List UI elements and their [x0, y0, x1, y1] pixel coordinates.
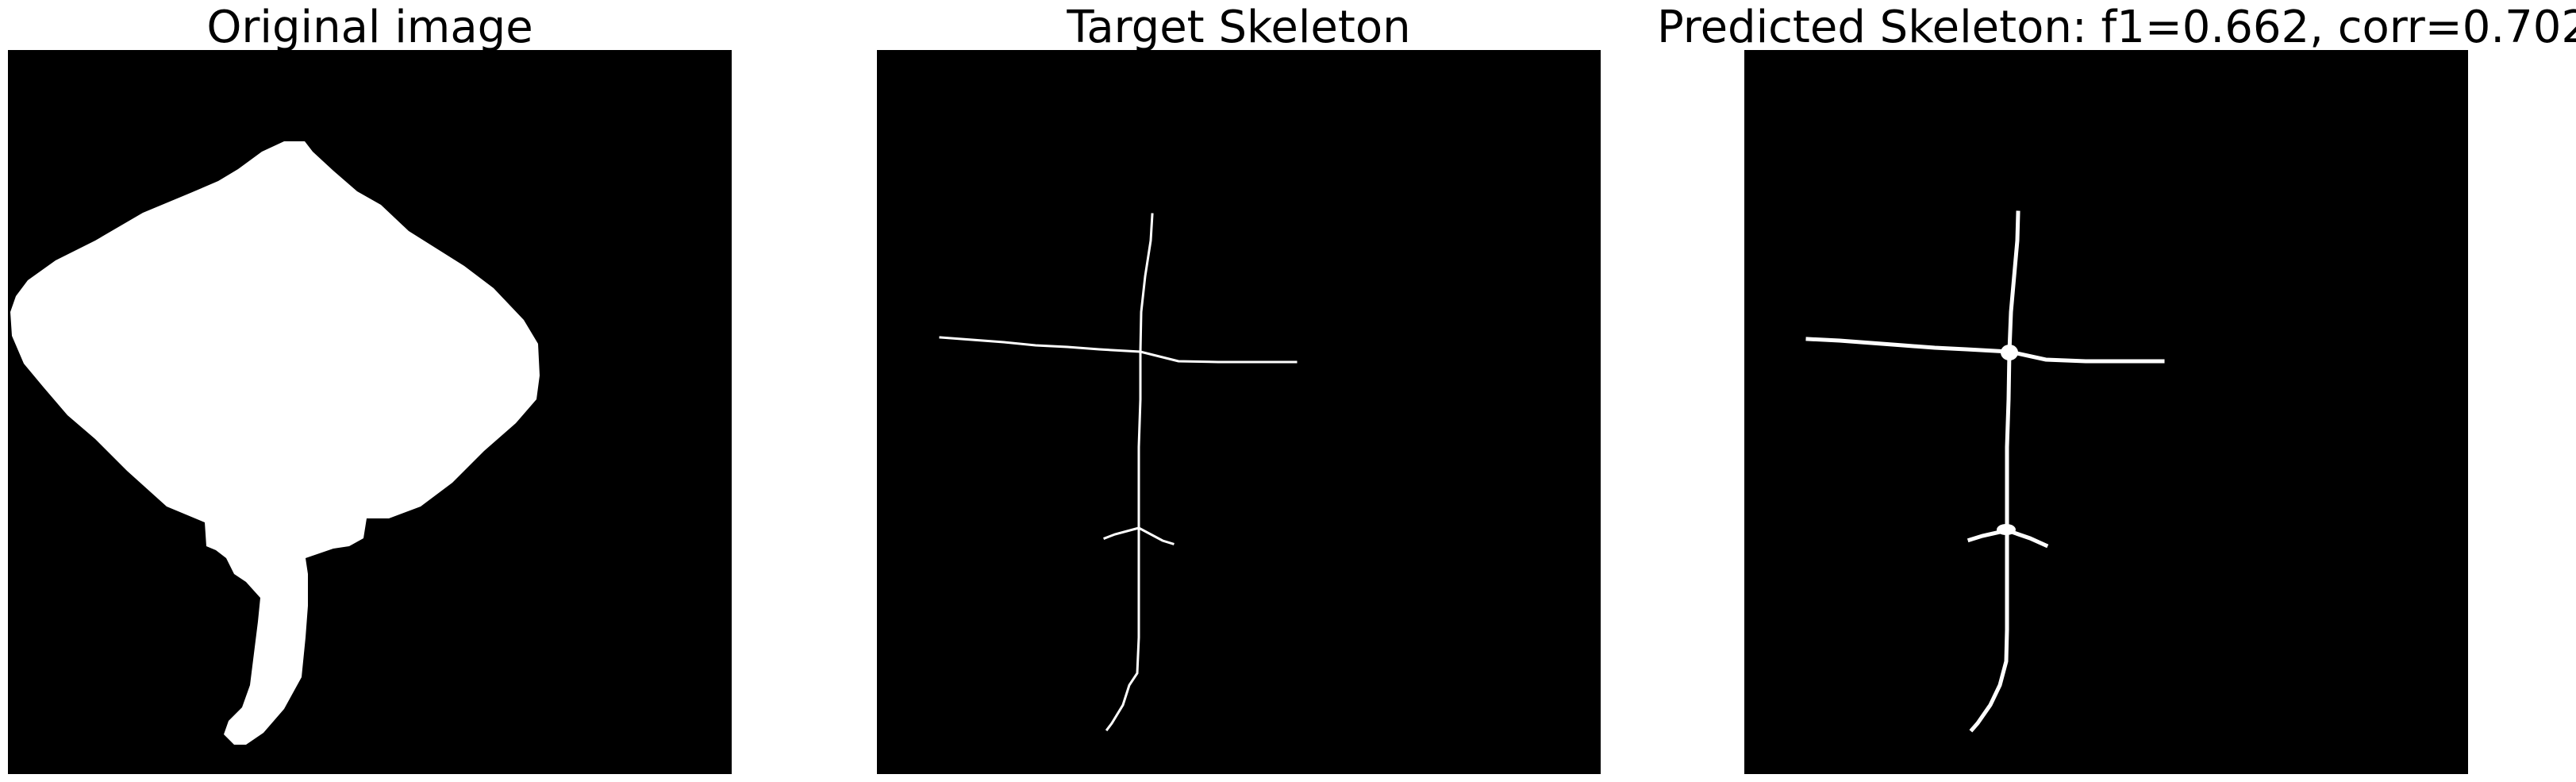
target-fork-right	[1136, 526, 1175, 545]
stingray-silhouette	[10, 141, 540, 745]
predicted-junction-blob	[2001, 345, 2018, 360]
target-crossbar	[939, 336, 1298, 364]
predicted-crossbar	[1805, 337, 2165, 364]
panel-predicted: Predicted Skeleton: f1=0.662, corr=0.702	[1657, 0, 2576, 782]
panel-target: Target Skeleton	[877, 0, 1601, 782]
panel-original: Original image	[8, 0, 732, 782]
predicted-skeleton-image	[1744, 50, 2468, 774]
panel-title-target: Target Skeleton	[1067, 2, 1411, 53]
predicted-fork-right	[2004, 527, 2049, 549]
target-skeleton-image	[877, 50, 1601, 774]
original-image	[8, 50, 732, 774]
panel-title-predicted: Predicted Skeleton: f1=0.662, corr=0.702	[1657, 2, 2576, 53]
target-spine	[1105, 213, 1154, 732]
predicted-fork-blob	[1997, 524, 2016, 535]
target-fork-left	[1103, 526, 1140, 540]
panel-title-original: Original image	[206, 2, 533, 53]
predicted-spine	[1969, 210, 2020, 733]
